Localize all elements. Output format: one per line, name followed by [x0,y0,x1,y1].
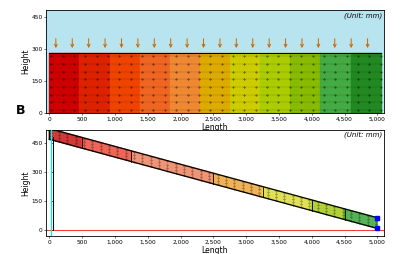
Polygon shape [49,129,82,148]
Text: B: B [16,104,25,117]
Polygon shape [312,200,345,219]
X-axis label: Length: Length [202,123,228,132]
Polygon shape [262,187,312,211]
Polygon shape [345,209,378,228]
Text: (Unit: mm): (Unit: mm) [344,132,382,138]
Polygon shape [131,151,213,184]
Y-axis label: Height: Height [21,170,30,196]
Polygon shape [82,137,131,162]
Text: (Unit: mm): (Unit: mm) [344,12,382,19]
Polygon shape [213,173,262,197]
Y-axis label: Height: Height [21,49,30,74]
X-axis label: Length: Length [202,246,228,254]
Text: A: A [16,0,25,2]
